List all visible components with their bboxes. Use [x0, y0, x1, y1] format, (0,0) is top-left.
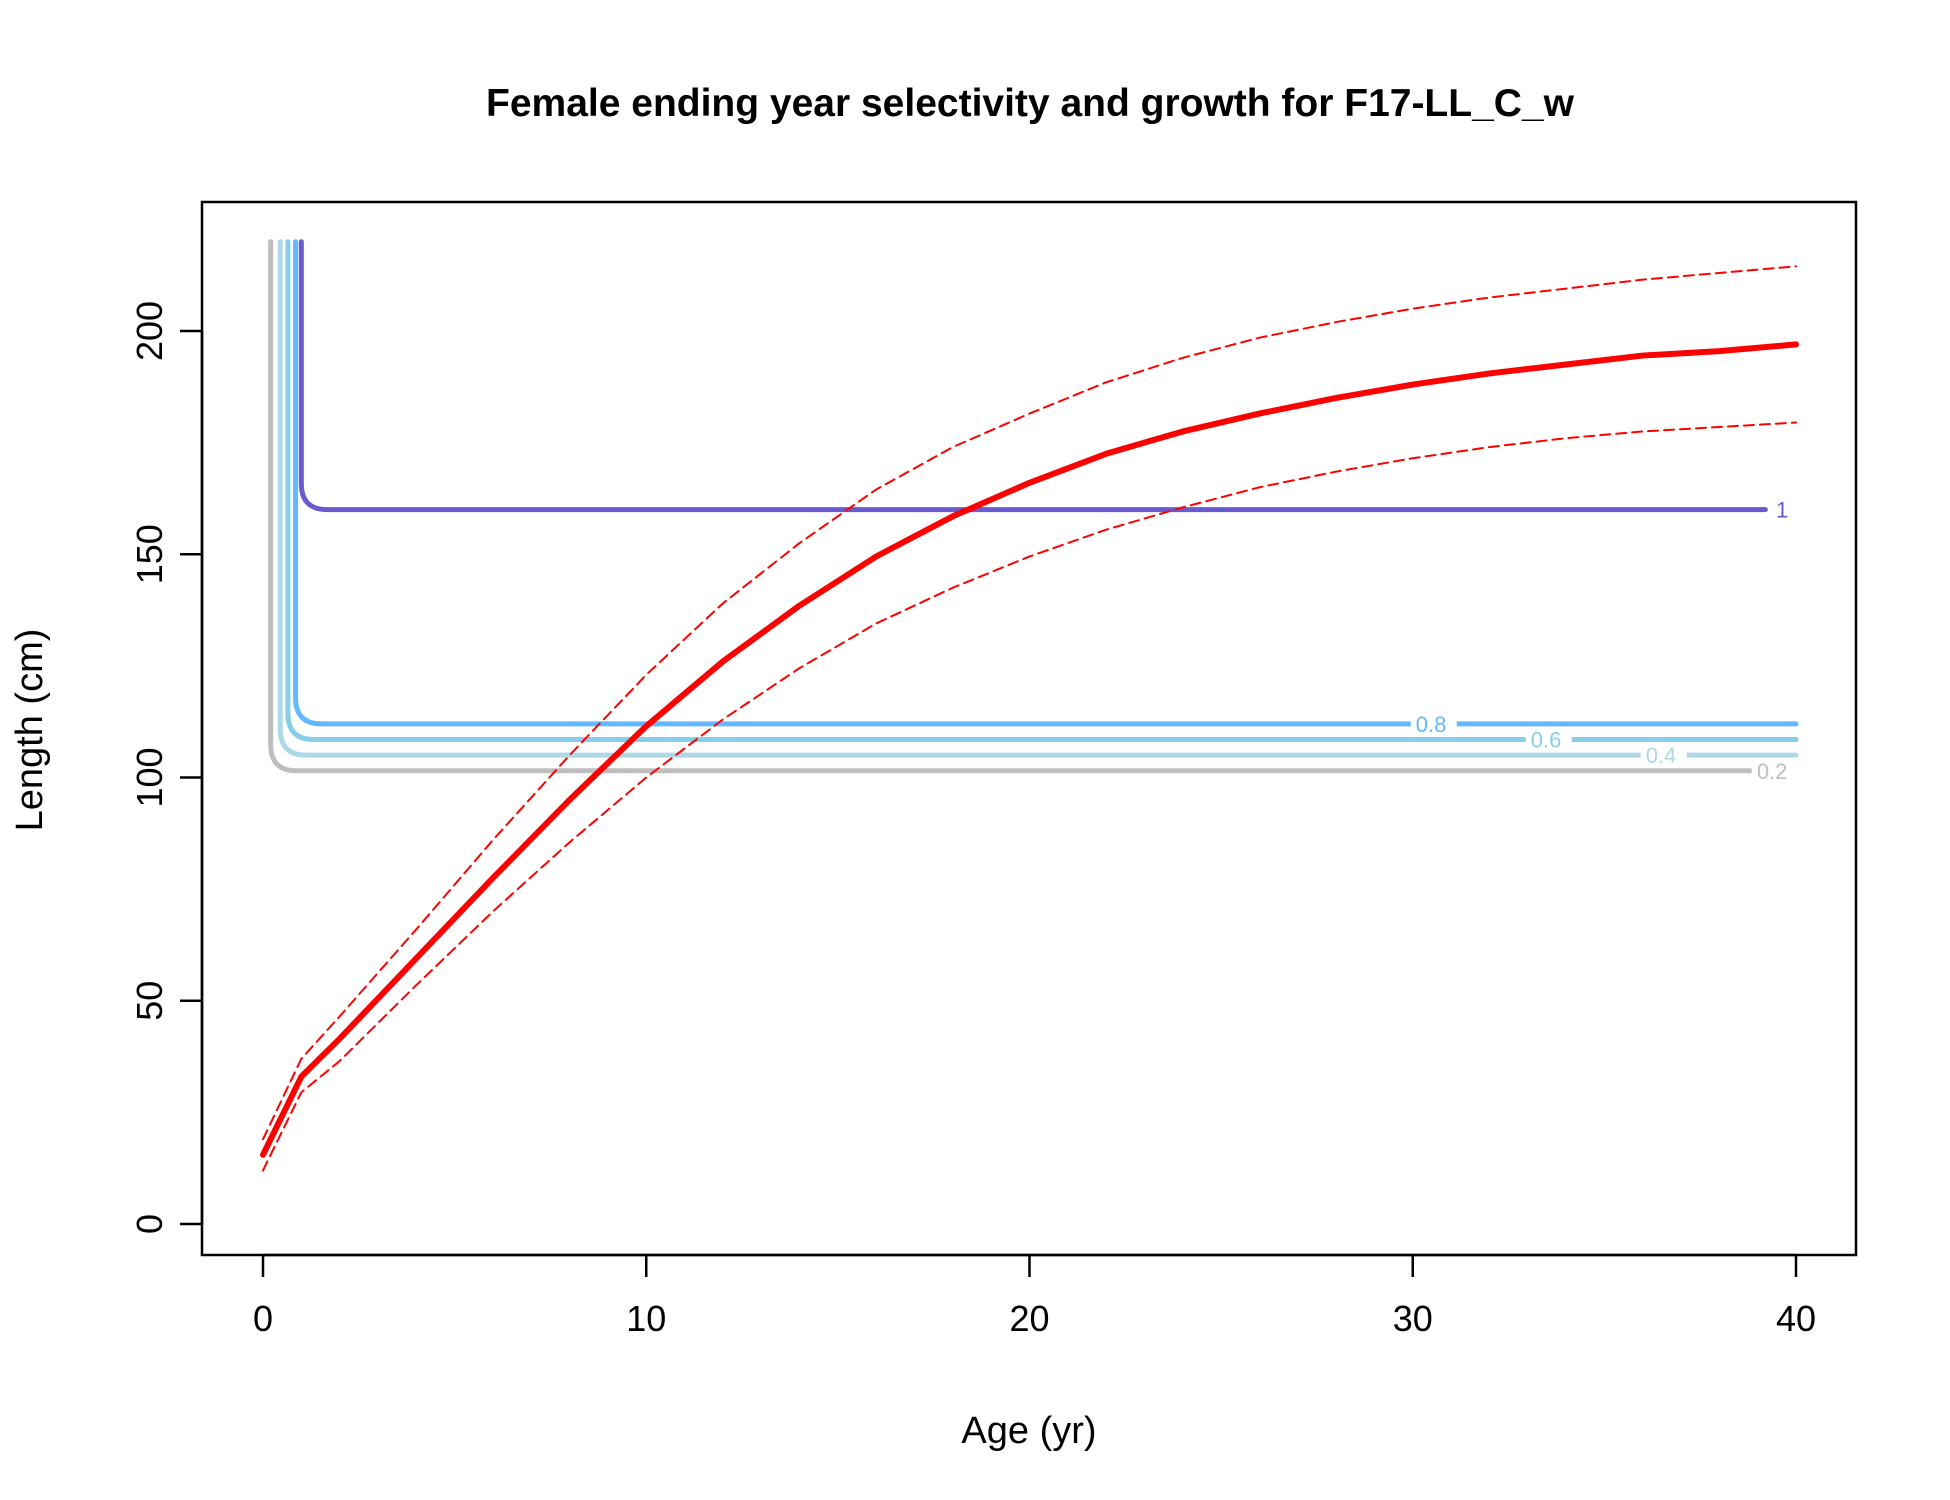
contour-label-gap: [1771, 497, 1794, 522]
growth-curves: 0.2 0.4 0.6 0.8 1: [260, 265, 1799, 1172]
chart-title: Female ending year selectivity and growt…: [486, 82, 1575, 125]
x-tick-label: 20: [1009, 1298, 1049, 1339]
contour-label-0-6: 0.6: [1531, 728, 1562, 753]
y-tick-label: 0: [129, 1214, 170, 1234]
growth-ci-curve: [262, 265, 1797, 1141]
x-tick-label: 40: [1776, 1298, 1816, 1339]
contour-label-0-2: 0.2: [1757, 759, 1788, 784]
contour-line-0-4: [277, 239, 1799, 758]
selectivity-contours: [268, 239, 1799, 774]
contour-label-1: 1: [1776, 498, 1788, 523]
growth-ci-curve: [262, 421, 1797, 1172]
x-tick-label: 30: [1393, 1298, 1433, 1339]
contour-label-gap: [1751, 758, 1798, 783]
contour-label-0-8: 0.8: [1416, 712, 1447, 737]
contour-label-gap: [1640, 743, 1687, 768]
axes: 0 10 20 30 40 0 50 100 150 200: [129, 301, 1816, 1339]
contour-line-0-6: [285, 239, 1799, 743]
contour-label-gap: [1525, 727, 1572, 752]
y-tick-label: 100: [129, 747, 170, 807]
x-tick-label: 0: [253, 1298, 273, 1339]
x-tick-label: 10: [626, 1298, 666, 1339]
x-axis-label: Age (yr): [961, 1410, 1096, 1452]
y-axis-label: Length (cm): [9, 629, 51, 832]
contour-line-0-2: [268, 239, 1753, 774]
contour-line-0-8: [293, 239, 1799, 727]
contour-label-gap: [1410, 711, 1457, 736]
contour-label-0-4: 0.4: [1646, 743, 1677, 768]
growth-mean-curve: [260, 341, 1799, 1158]
contour-line-1: [298, 239, 1768, 513]
y-tick-label: 50: [129, 981, 170, 1021]
y-tick-label: 150: [129, 524, 170, 584]
y-tick-label: 200: [129, 301, 170, 361]
